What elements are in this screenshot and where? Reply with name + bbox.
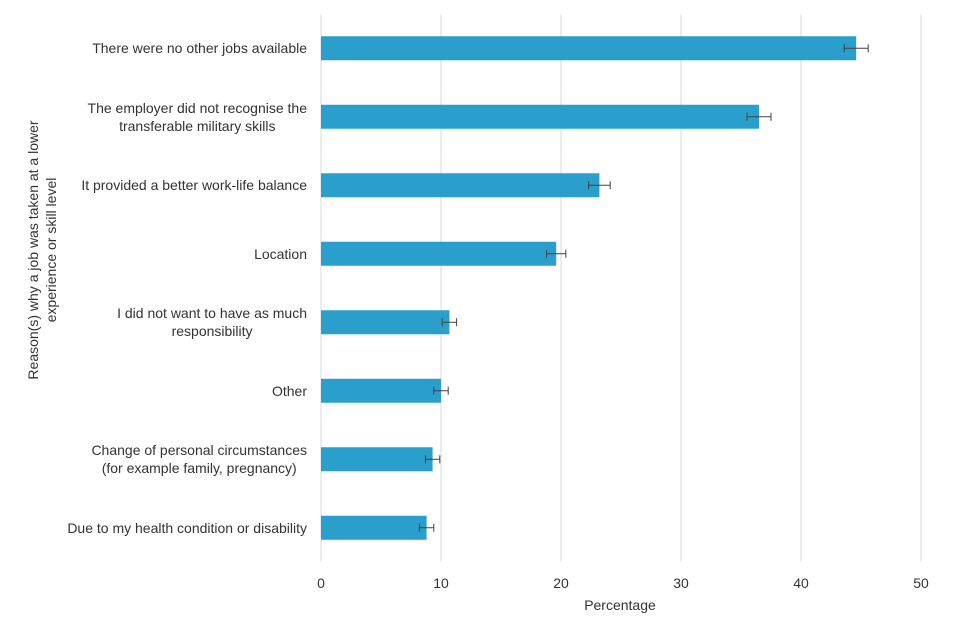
- bar: [321, 378, 441, 403]
- x-tick-label: 40: [793, 575, 809, 591]
- x-tick-label: 50: [913, 575, 929, 591]
- x-axis-ticks: 0 10 20 30 40 50: [317, 575, 929, 591]
- category-label: There were no other jobs available: [92, 40, 307, 57]
- bar: [321, 104, 759, 129]
- error-bar: [746, 112, 772, 121]
- category-label: Change of personal circumstances (for ex…: [91, 442, 307, 477]
- bar: [321, 36, 857, 61]
- category-label: The employer did not recognise the trans…: [87, 99, 307, 134]
- error-bar: [441, 318, 458, 327]
- error-bar: [418, 523, 435, 532]
- y-axis-title: Reason(s) why a job was taken at a lower…: [25, 120, 59, 380]
- error-bar: [588, 181, 611, 190]
- category-label: Location: [254, 245, 307, 262]
- bar: [321, 447, 433, 472]
- error-bar: [424, 455, 441, 464]
- x-axis-title: Percentage: [584, 597, 656, 613]
- error-bar: [546, 249, 567, 258]
- x-tick-label: 20: [553, 575, 569, 591]
- x-tick-label: 30: [673, 575, 689, 591]
- bar: [321, 515, 427, 540]
- category-label: Other: [271, 382, 307, 399]
- x-tick-label: 10: [433, 575, 449, 591]
- error-bars: [418, 44, 869, 532]
- bar: [321, 173, 600, 198]
- error-bar: [433, 386, 449, 395]
- category-label: I did not want to have as much responsib…: [117, 305, 307, 340]
- x-tick-label: 0: [317, 575, 325, 591]
- bars: [321, 36, 857, 540]
- error-bar: [843, 44, 869, 53]
- gridlines: [320, 14, 922, 562]
- category-label: Due to my health condition or disability: [67, 519, 307, 536]
- bar: [321, 241, 557, 266]
- category-label: It provided a better work-life balance: [81, 177, 307, 194]
- bar: [321, 310, 450, 335]
